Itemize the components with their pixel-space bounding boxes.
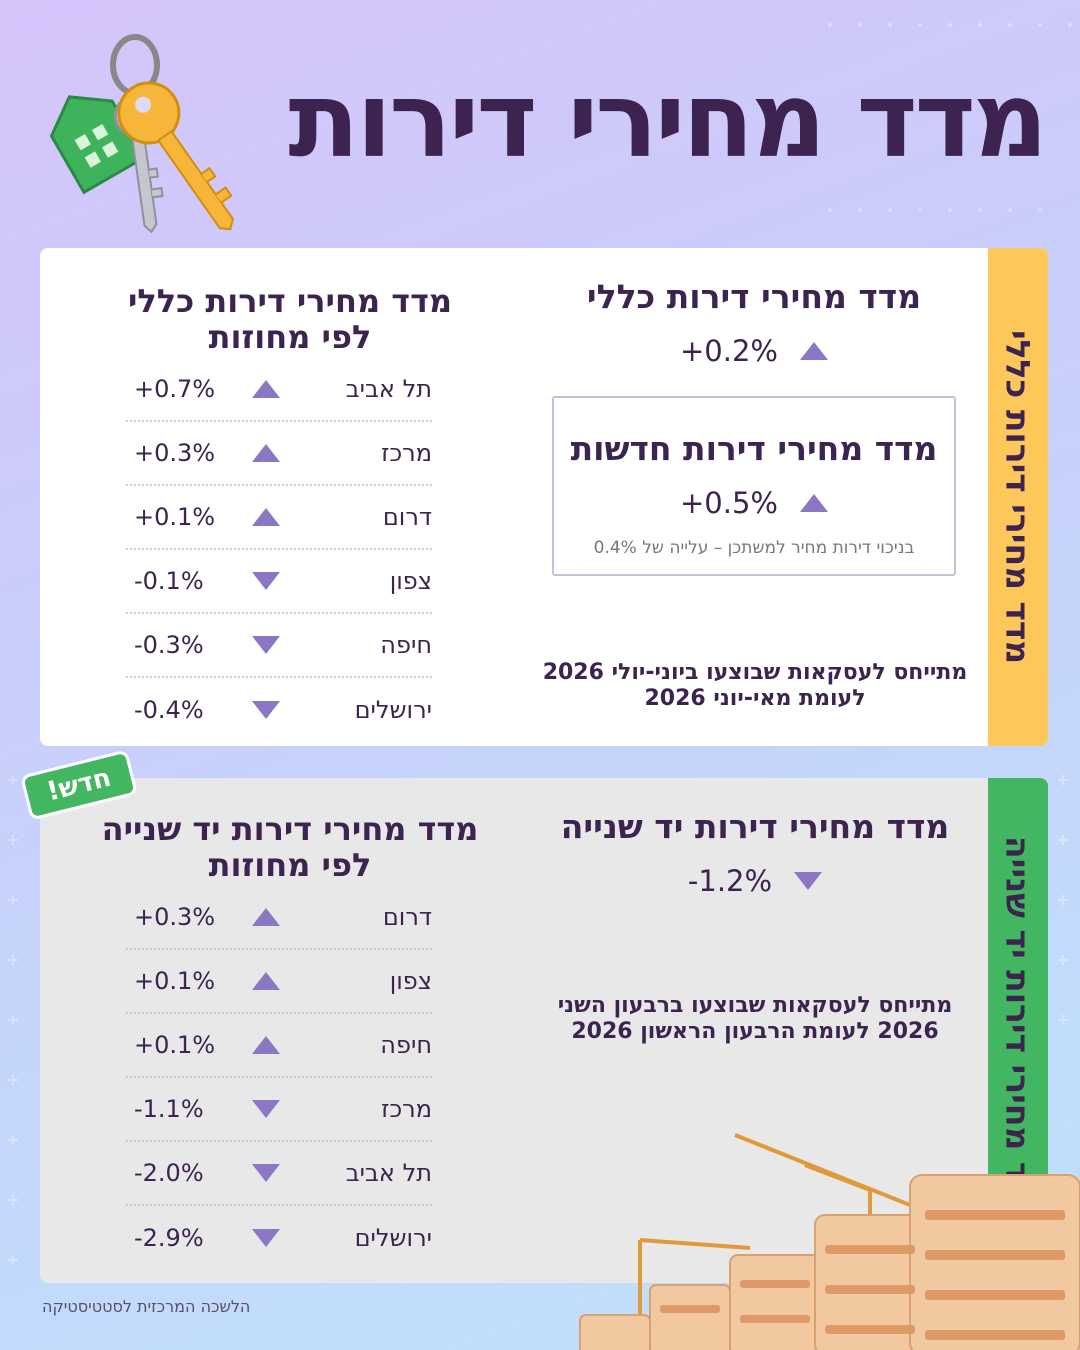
general-index-value-row: +0.2%: [552, 334, 956, 368]
down-arrow-icon: [794, 872, 823, 890]
second-hand-regions-list: +0.3% דרום +0.1% צפון +0.1% חיפה -1.1% מ…: [126, 886, 432, 1270]
new-dwellings-note: בניכוי דירות מחיר למשתכן – עלייה של 0.4%: [593, 538, 915, 558]
region-name: דרום: [382, 903, 432, 931]
period-note-line2: לעומת מאי-יוני 2026: [644, 686, 866, 711]
list-item: +0.3% מרכז: [126, 422, 432, 486]
region-name: מרכז: [381, 439, 432, 467]
second-hand-period-line2: 2026 לעומת הרבעון הראשון 2026: [571, 1019, 939, 1044]
list-item: -0.3% חיפה: [126, 614, 432, 678]
second-hand-index-heading: מדד מחירי דירות יד שנייה: [560, 807, 950, 846]
source-footer: הלשכה המרכזית לסטטיסטיקה: [42, 1297, 251, 1316]
up-arrow-icon: [252, 908, 280, 926]
list-item: -1.1% מרכז: [126, 1078, 432, 1142]
region-value: -0.4%: [134, 696, 204, 724]
region-value: +0.1%: [134, 967, 216, 995]
regions-list: +0.7% תל אביב +0.3% מרכז +0.1% דרום -0.1…: [126, 358, 432, 742]
second-hand-period-line1: מתייחס לעסקאות שבוצעו ברבעון השני: [557, 993, 953, 1018]
down-arrow-icon: [252, 1229, 280, 1247]
region-value: +0.1%: [134, 1031, 216, 1059]
down-arrow-icon: [252, 1100, 280, 1118]
region-value: -2.9%: [134, 1224, 204, 1252]
second-hand-index-value: -1.2%: [687, 864, 773, 898]
down-arrow-icon: [252, 572, 280, 590]
list-item: -0.4% ירושלים: [126, 678, 432, 742]
general-index-side-strip: מדד מחירי דירות כללי: [988, 248, 1048, 746]
new-dwellings-value: +0.5%: [680, 486, 778, 520]
region-value: -0.1%: [134, 567, 204, 595]
new-dwellings-value-row: +0.5%: [554, 486, 954, 520]
second-hand-regions-title-line2: לפי מחוזות: [208, 846, 372, 884]
list-item: +0.3% דרום: [126, 886, 432, 950]
general-index-card: מדד מחירי דירות כללי מדד מחירי דירות כלל…: [40, 248, 1048, 746]
region-name: צפון: [389, 967, 432, 995]
down-arrow-icon: [252, 701, 280, 719]
region-name: דרום: [382, 503, 432, 531]
region-value: +0.1%: [134, 503, 216, 531]
list-item: +0.1% חיפה: [126, 1014, 432, 1078]
list-item: -0.1% צפון: [126, 550, 432, 614]
second-hand-index-value-row: -1.2%: [520, 864, 990, 898]
region-name: מרכז: [381, 1095, 432, 1123]
up-arrow-icon: [799, 342, 828, 360]
page-title: מדד מחירי דירות: [288, 59, 1048, 181]
region-value: +0.3%: [134, 903, 216, 931]
region-name: חיפה: [380, 631, 432, 659]
regions-title: מדד מחירי דירות כללי לפי מחוזות: [80, 283, 500, 355]
period-note: מתייחס לעסקאות שבוצעו ביוני-יולי 2026 לע…: [520, 660, 990, 712]
up-arrow-icon: [252, 972, 280, 990]
keys-illustration: [49, 34, 234, 234]
up-arrow-icon: [252, 444, 280, 462]
list-item: +0.7% תל אביב: [126, 358, 432, 422]
second-hand-period-note: מתייחס לעסקאות שבוצעו ברבעון השני 2026 ל…: [520, 993, 990, 1045]
region-name: ירושלים: [354, 696, 432, 724]
list-item: +0.1% דרום: [126, 486, 432, 550]
up-arrow-icon: [252, 380, 280, 398]
period-note-line1: מתייחס לעסקאות שבוצעו ביוני-יולי 2026: [542, 660, 968, 685]
second-hand-index-block: מדד מחירי דירות יד שנייה -1.2%: [520, 807, 990, 899]
side-strip-label: מדד מחירי דירות כללי: [998, 329, 1038, 665]
region-name: חיפה: [380, 1031, 432, 1059]
regions-title-line2: לפי מחוזות: [208, 318, 372, 356]
down-arrow-icon: [252, 636, 280, 654]
region-name: צפון: [389, 567, 432, 595]
region-name: תל אביב: [345, 1159, 432, 1187]
regions-title-line1: מדד מחירי דירות כללי: [127, 282, 453, 320]
list-item: +0.1% צפון: [126, 950, 432, 1014]
region-value: -2.0%: [134, 1159, 204, 1187]
up-arrow-icon: [252, 1036, 280, 1054]
construction-illustration: [579, 1133, 1080, 1350]
list-item: -2.0% תל אביב: [126, 1142, 432, 1206]
region-value: -0.3%: [134, 631, 204, 659]
side-strip-label: מדד מחירי דירות יד שנייה: [998, 836, 1038, 1225]
region-name: ירושלים: [354, 1224, 432, 1252]
region-value: -1.1%: [134, 1095, 204, 1123]
region-value: +0.3%: [134, 439, 216, 467]
second-hand-regions-title: מדד מחירי דירות יד שנייה לפי מחוזות: [80, 811, 500, 883]
new-dwellings-heading: מדד מחירי דירות חדשות: [570, 429, 938, 468]
down-arrow-icon: [252, 1164, 280, 1182]
general-index-block: מדד מחירי דירות כללי +0.2%: [552, 277, 956, 369]
list-item: -2.9% ירושלים: [126, 1206, 432, 1270]
general-index-value: +0.2%: [680, 334, 778, 368]
second-hand-index-card: מדד מחירי דירות יד שנייה מדד מחירי דירות…: [40, 778, 1048, 1283]
up-arrow-icon: [252, 508, 280, 526]
second-hand-regions-title-line1: מדד מחירי דירות יד שנייה: [101, 810, 479, 848]
region-name: תל אביב: [345, 375, 432, 403]
region-value: +0.7%: [134, 375, 216, 403]
new-dwellings-box: מדד מחירי דירות חדשות +0.5% בניכוי דירות…: [552, 396, 956, 576]
up-arrow-icon: [799, 494, 828, 512]
general-index-heading: מדד מחירי דירות כללי: [586, 277, 922, 316]
